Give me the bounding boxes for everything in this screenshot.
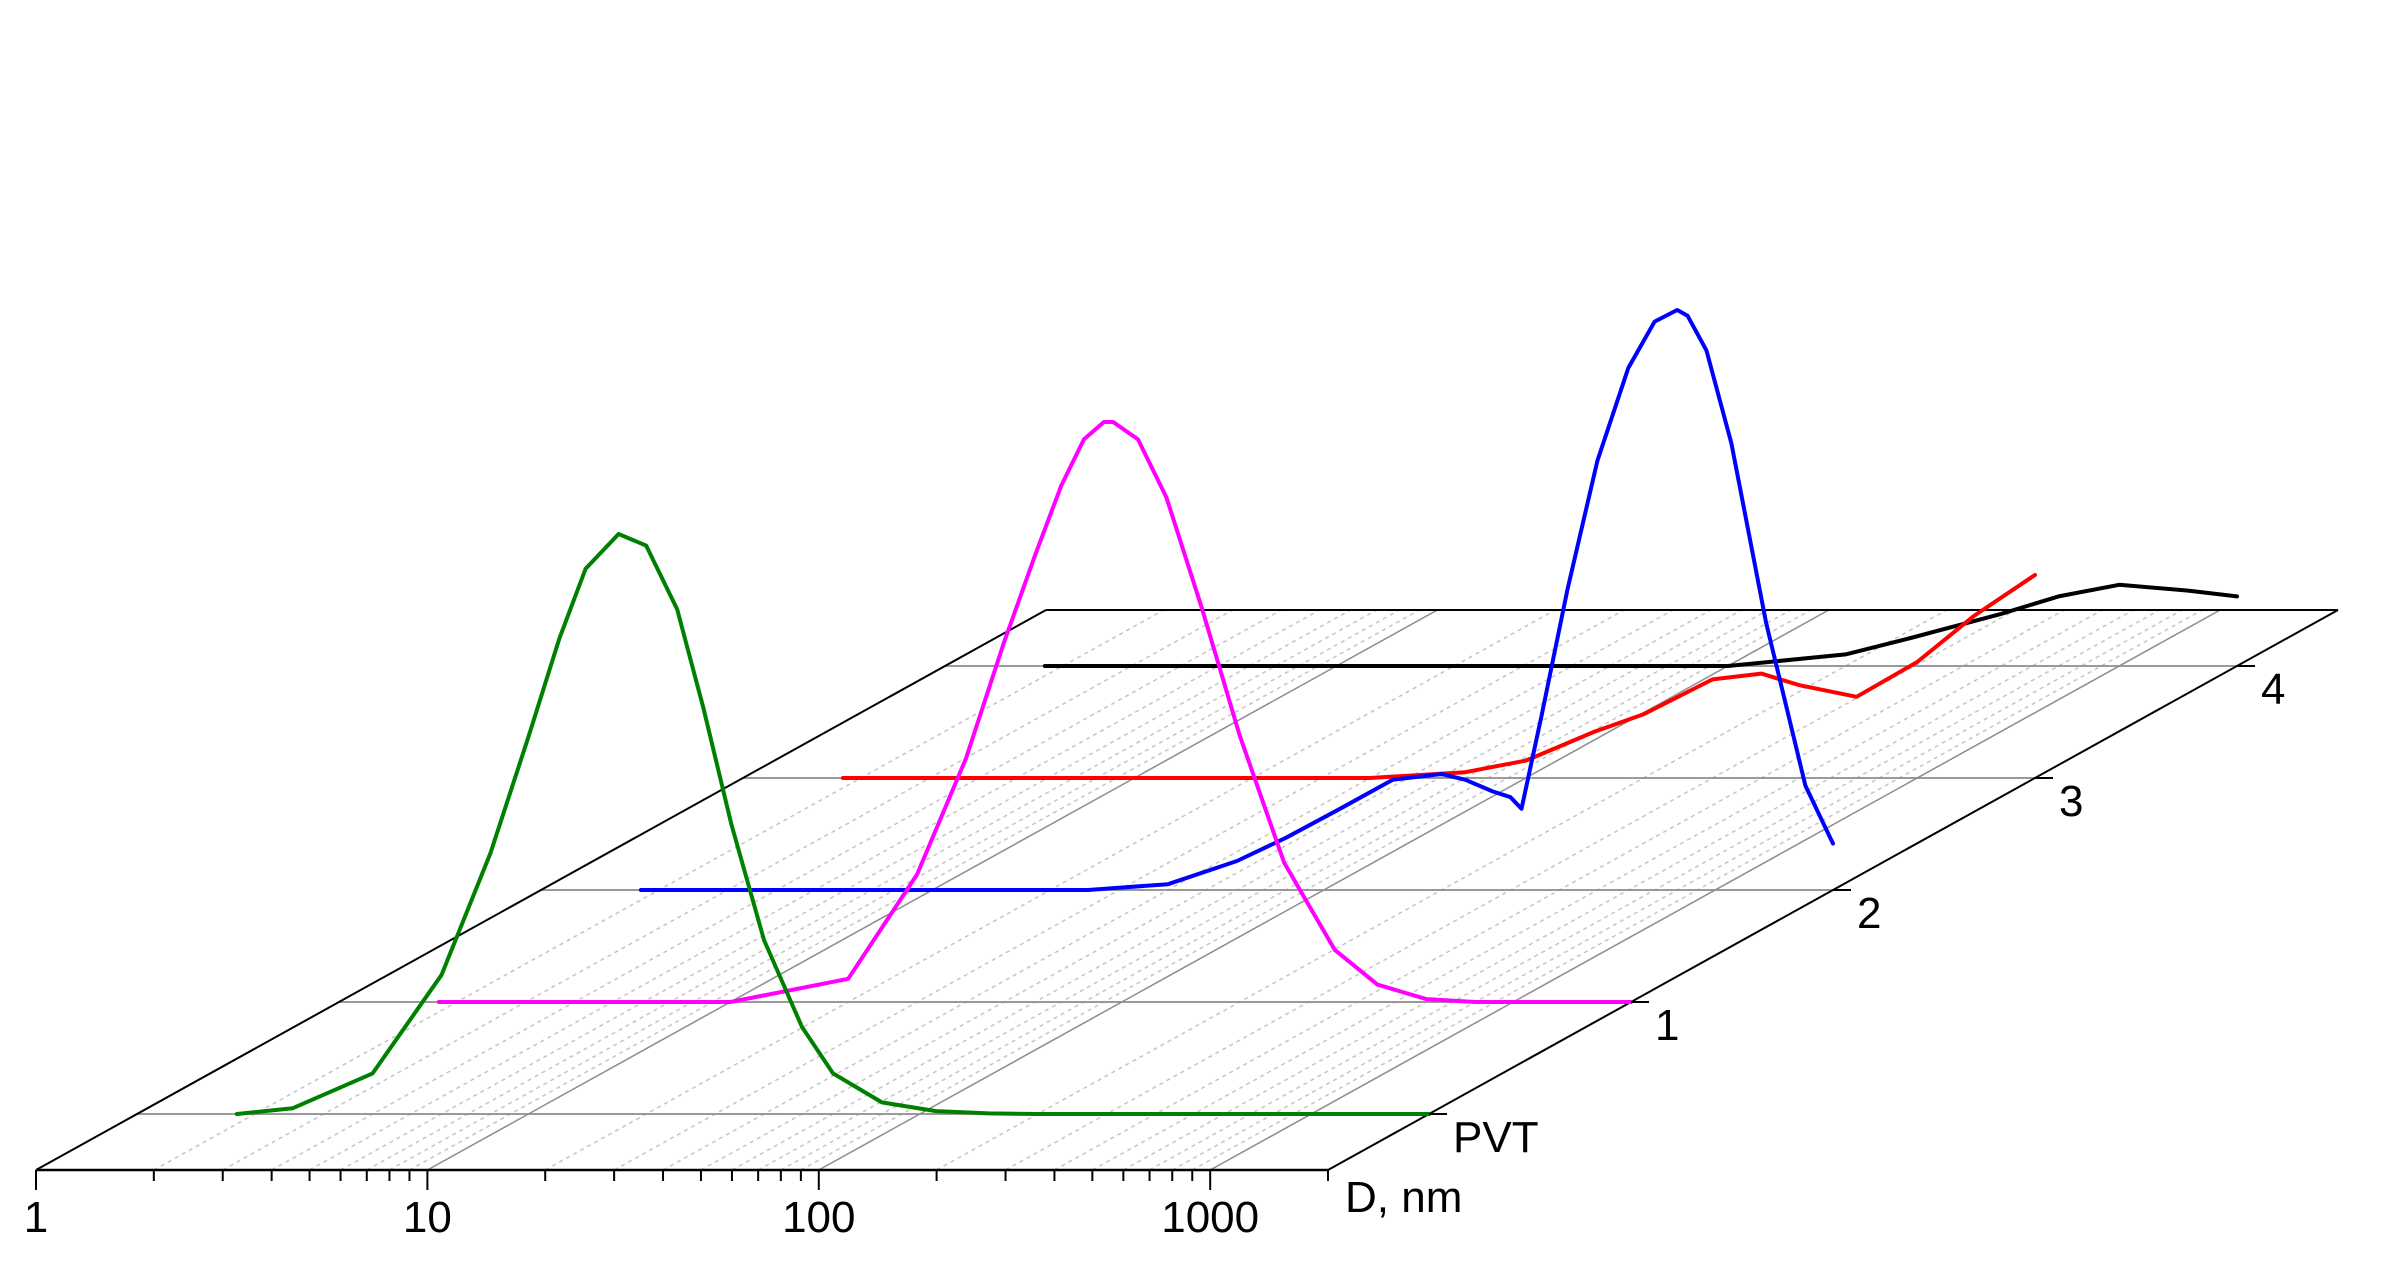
series-label: 3 (2059, 777, 2083, 826)
x-tick-label: 100 (782, 1193, 855, 1242)
series-label: PVT (1453, 1113, 1539, 1162)
series-line-1 (436, 420, 1633, 1004)
x-tick-label: 1000 (1161, 1193, 1259, 1242)
series-label: 4 (2261, 665, 2285, 714)
series-line-4 (1042, 582, 2239, 668)
floor-left-edge (35, 609, 1047, 1171)
x-axis: 1 10 100 1000 D, nm (24, 1168, 1462, 1242)
x-tick-label: 1 (24, 1193, 48, 1242)
series-line-pvt (234, 532, 1431, 1116)
series-line-2 (638, 308, 1835, 892)
series-labels: PVT 1 2 3 4 (1429, 665, 2285, 1162)
series-label: 1 (1655, 1001, 1679, 1050)
x-tick-label: 10 (403, 1193, 452, 1242)
series-label: 2 (1857, 889, 1881, 938)
series-line-3 (840, 573, 2037, 780)
x-axis-title: D, nm (1345, 1173, 1462, 1222)
series-layer (234, 308, 2239, 1116)
chart-floor (35, 609, 2339, 1171)
